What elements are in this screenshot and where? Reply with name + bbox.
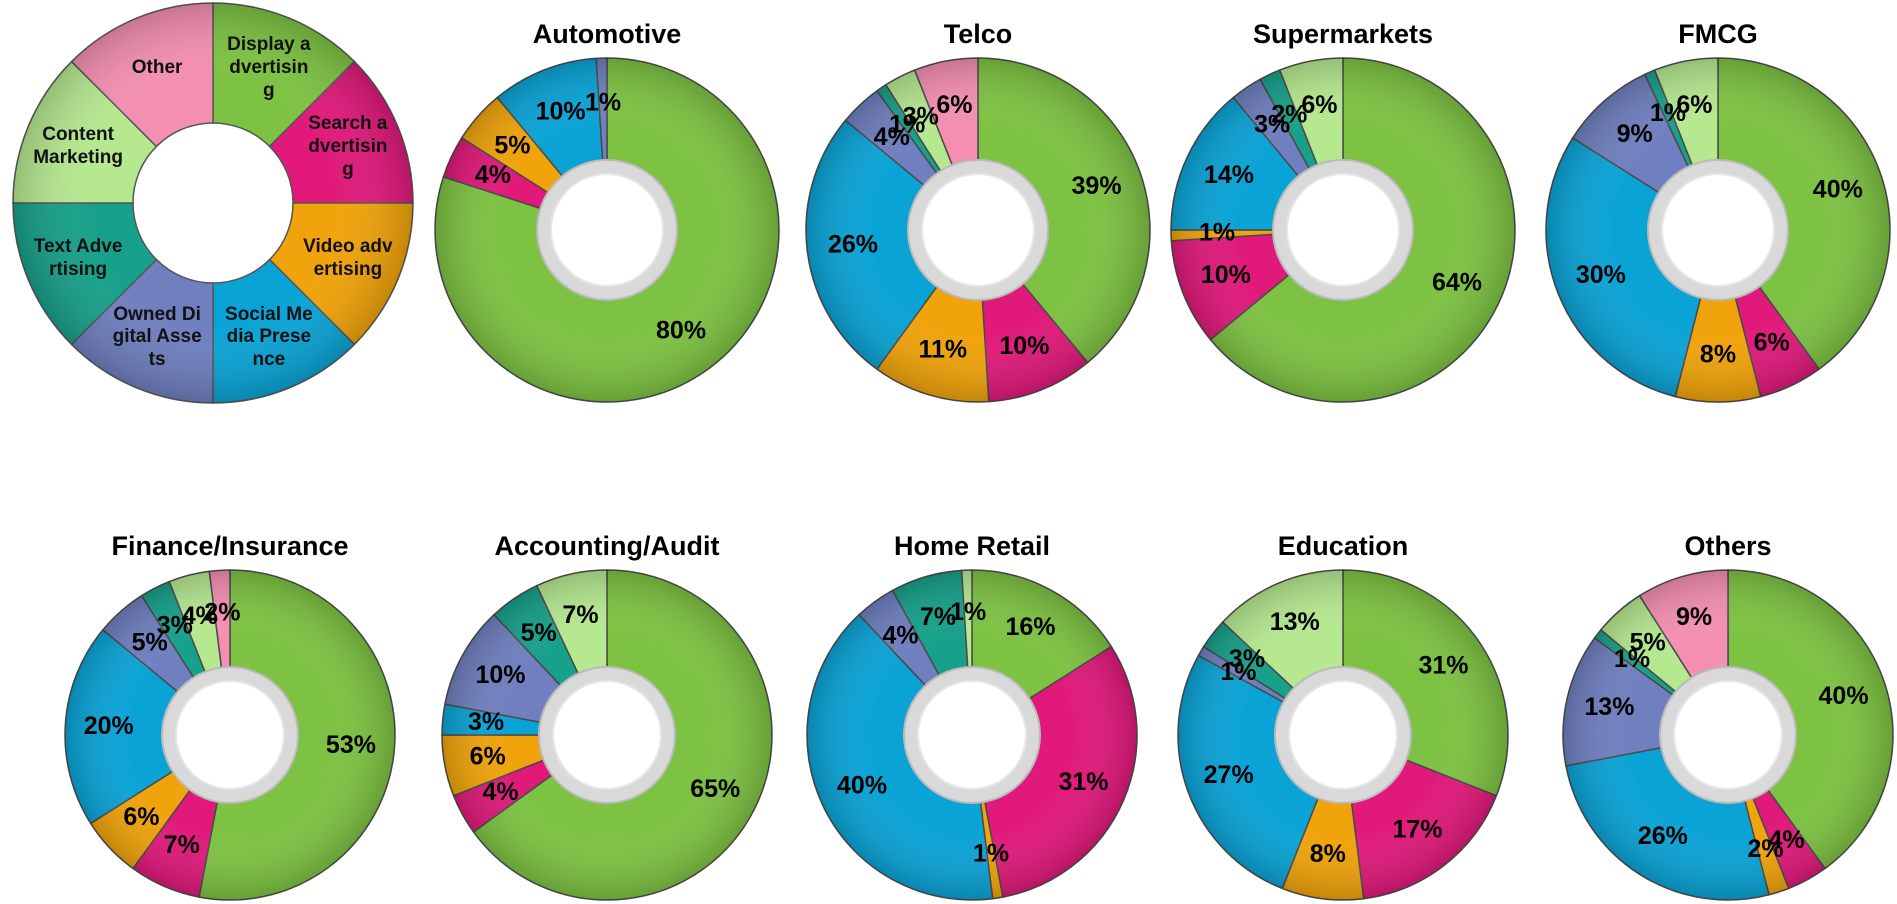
data-label: 1% (585, 89, 621, 117)
data-label: 5% (494, 131, 530, 159)
inner-hole (917, 680, 1027, 790)
data-label: 39% (1072, 172, 1122, 200)
data-label: 7% (920, 603, 956, 631)
data-label: 6% (936, 91, 972, 119)
chart-title: FMCG (1678, 19, 1757, 49)
data-label: 10% (999, 332, 1049, 360)
data-label: 2% (1271, 101, 1307, 129)
data-label: 6% (1754, 329, 1790, 357)
legend-label-box: Social Media Presence (225, 303, 313, 371)
legend-label: Content Marketing (33, 124, 123, 169)
data-label: 6% (470, 742, 506, 770)
data-label: 6% (1301, 91, 1337, 119)
data-label: 13% (1270, 608, 1320, 636)
data-label: 31% (1058, 768, 1108, 796)
data-label: 5% (521, 619, 557, 647)
data-label: 3% (468, 708, 504, 736)
data-label: 1% (889, 110, 925, 138)
legend-label: Social Media Presence (225, 303, 313, 371)
data-label: 2% (204, 598, 240, 626)
inner-hole (1288, 680, 1398, 790)
data-label: 14% (1204, 161, 1254, 189)
legend-label: Search advertising (308, 112, 388, 180)
data-label: 1% (950, 598, 986, 626)
data-label: 40% (1819, 682, 1869, 710)
legend-label-box: Video advertising (303, 236, 393, 280)
data-label: 5% (132, 628, 168, 656)
data-label: 5% (1630, 628, 1666, 656)
inner-hole (1673, 680, 1783, 790)
data-label: 6% (1676, 91, 1712, 119)
data-label: 13% (1584, 693, 1634, 721)
data-label: 1% (1650, 99, 1686, 127)
data-label: 53% (326, 731, 376, 759)
data-label: 26% (1638, 822, 1688, 850)
data-label: 10% (536, 97, 586, 125)
data-label: 11% (919, 336, 968, 364)
legend-label-box: Display advertising (227, 33, 311, 101)
data-label: 3% (157, 611, 193, 639)
data-label: 30% (1576, 261, 1626, 289)
legend-label: Video advertising (303, 236, 393, 280)
chart-title: Finance/Insurance (111, 531, 348, 561)
data-label: 8% (1310, 840, 1346, 868)
data-label: 31% (1418, 651, 1468, 679)
data-label: 7% (562, 601, 598, 629)
legend-label-box: Other (131, 56, 183, 78)
legend-label-box: Text Advertising (33, 236, 123, 280)
data-label: 17% (1392, 816, 1442, 844)
chart-title: Telco (944, 19, 1013, 49)
data-label: 4% (482, 778, 518, 806)
data-label: 1% (973, 840, 1009, 868)
data-label: 10% (476, 661, 526, 689)
data-label: 4% (182, 602, 218, 630)
inner-hole (552, 680, 662, 790)
inner-hole (1286, 173, 1400, 287)
data-label: 40% (837, 771, 887, 799)
legend-label: Owned Digital Assets (112, 303, 202, 371)
data-label: 3% (1229, 645, 1265, 673)
data-label: 20% (84, 712, 134, 740)
chart-title: Automotive (533, 19, 682, 49)
legend-label-box: Content Marketing (33, 124, 123, 169)
inner-hole (1661, 173, 1775, 287)
chart-title: Home Retail (894, 531, 1050, 561)
data-label: 4% (1768, 826, 1804, 854)
data-label: 9% (1617, 120, 1653, 148)
data-label: 4% (874, 123, 910, 151)
data-label: 16% (1006, 613, 1056, 641)
data-label: 26% (828, 230, 878, 258)
legend-label: Display advertising (227, 33, 311, 101)
inner-hole (550, 173, 664, 287)
data-label: 7% (164, 831, 200, 859)
legend-label: Other (131, 56, 183, 78)
data-label: 64% (1432, 268, 1482, 296)
data-label: 4% (883, 621, 919, 649)
data-label: 80% (656, 317, 706, 345)
data-label: 9% (1676, 603, 1712, 631)
data-label: 40% (1813, 176, 1863, 204)
data-label: 1% (1220, 658, 1256, 686)
chart-title: Accounting/Audit (495, 531, 720, 561)
legend-label: Text Advertising (33, 236, 123, 280)
inner-hole (175, 680, 285, 790)
inner-hole (921, 173, 1035, 287)
data-label: 8% (1700, 341, 1736, 369)
data-label: 1% (1614, 645, 1650, 673)
chart-title: Supermarkets (1253, 19, 1433, 49)
data-label: 1% (1199, 219, 1235, 247)
data-label: 4% (475, 161, 511, 189)
data-label: 2% (1747, 835, 1783, 863)
chart-title: Education (1278, 531, 1409, 561)
data-label: 6% (123, 803, 159, 831)
data-label: 10% (1201, 261, 1251, 289)
data-label: 27% (1204, 761, 1254, 789)
data-label: 65% (690, 775, 740, 803)
legend-label-box: Search advertising (308, 112, 388, 180)
data-label: 3% (903, 102, 939, 130)
data-label: 3% (1254, 110, 1290, 138)
legend-label-box: Owned Digital Assets (112, 303, 202, 371)
chart-title: Others (1684, 531, 1771, 561)
